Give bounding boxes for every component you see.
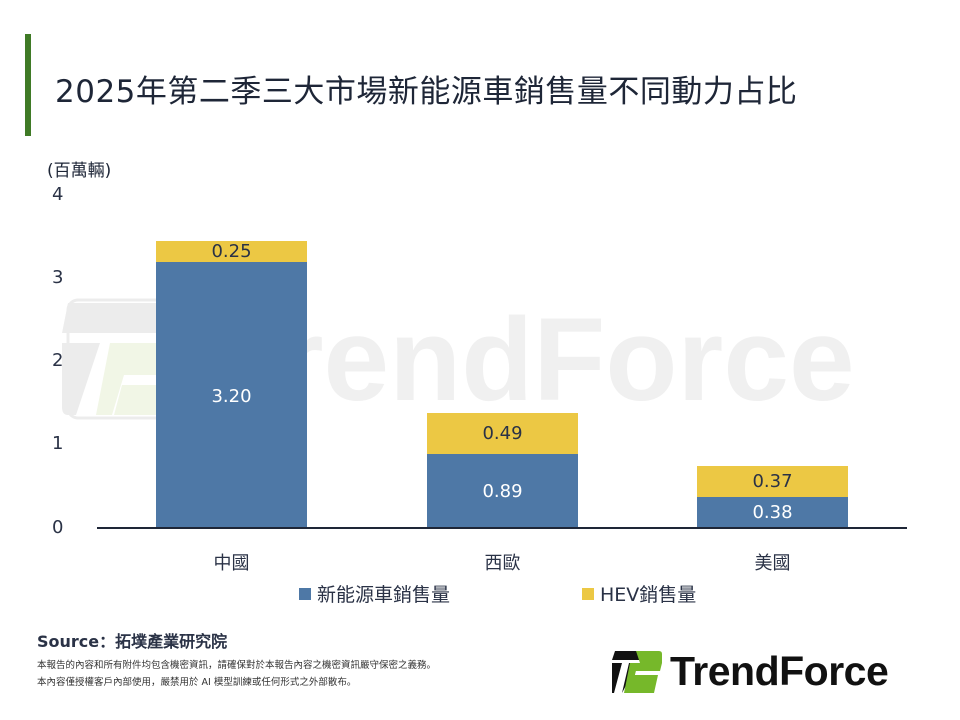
confidentiality-note-line2: 本內容僅授權客戶內部使用，嚴禁用於 AI 模型訓練或任何形式之外部散布。 [37,677,357,688]
svg-text:TrendForce: TrendForce [212,295,855,425]
data-label: 0.89 [482,480,523,502]
x-label-usa: 美國 [754,553,791,574]
data-label: 3.20 [211,385,252,407]
legend-label-hev: HEV銷售量 [600,584,697,606]
y-tick-1: 1 [52,433,64,454]
y-axis-unit-label: (百萬輛) [47,161,112,181]
trendforce-logo: TrendForce [612,648,889,695]
legend-swatch-hev-icon [582,587,594,600]
data-label: 0.25 [211,241,252,262]
legend-swatch-nev-icon [299,587,311,600]
bar-segment-nev-western-europe: 0.89 [427,454,578,528]
trendforce-watermark-icon: TrendForce [62,295,855,425]
source-label: Source：拓墣產業研究院 [37,632,228,651]
bar-western-europe: 0.49 0.89 [427,413,578,528]
x-label-china: 中國 [213,553,250,574]
bar-segment-nev-china: 3.20 [156,262,307,528]
chart-title: 2025年第二季三大市場新能源車銷售量不同動力占比 [55,74,798,110]
bar-china: 0.25 3.20 [156,241,307,528]
confidentiality-note-line1: 本報告的內容和所有附件均包含機密資訊，請確保對於本報告內容之機密資訊嚴守保密之義… [37,660,437,671]
data-label: 0.37 [752,471,793,492]
title-accent-bar [25,34,31,136]
bar-usa: 0.37 0.38 [697,466,848,528]
legend-item-nev: 新能源車銷售量 [299,580,450,607]
data-label: 0.38 [752,502,793,523]
bar-segment-nev-usa: 0.38 [697,497,848,528]
y-tick-4: 4 [52,184,64,205]
y-tick-0: 0 [52,517,64,538]
y-tick-3: 3 [52,267,64,288]
data-label: 0.49 [482,423,523,444]
y-tick-2: 2 [52,350,64,371]
bar-segment-hev-china: 0.25 [156,241,307,262]
legend-label-nev: 新能源車銷售量 [317,584,451,606]
x-axis-line [97,527,907,529]
trendforce-logo-text: TrendForce [670,648,889,694]
legend-item-hev: HEV銷售量 [582,580,696,607]
bar-segment-hev-western-europe: 0.49 [427,413,578,454]
trendforce-logo-icon [612,651,662,693]
bar-segment-hev-usa: 0.37 [697,466,848,497]
x-label-western-europe: 西歐 [484,553,521,574]
